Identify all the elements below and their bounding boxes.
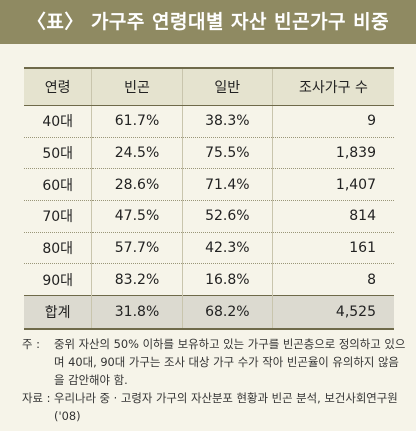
header-general: 일반: [181, 67, 273, 106]
cell-count: 1,407: [271, 168, 394, 202]
cell-age: 60대: [24, 168, 92, 202]
total-label: 합계: [24, 295, 92, 331]
cell-general: 75.5%: [181, 137, 273, 170]
header-poor: 빈곤: [91, 67, 183, 106]
cell-poor: 47.5%: [91, 200, 183, 233]
note: 주 : 중위 자산의 50% 이하를 보유하고 있는 가구를 빈곤층으로 정의하…: [22, 335, 406, 389]
header-count: 조사가구 수: [271, 67, 394, 106]
note-prefix: 주 :: [22, 337, 40, 351]
cell-poor: 24.5%: [91, 137, 183, 170]
cell-general: 71.4%: [181, 168, 273, 202]
cell-age: 90대: [24, 263, 92, 297]
cell-poor: 83.2%: [91, 263, 183, 297]
note-text: 중위 자산의 50% 이하를 보유하고 있는 가구를 빈곤층으로 정의하고 있으…: [54, 337, 406, 387]
poverty-table: 연령 빈곤 일반 조사가구 수 40대 61.7% 38.3% 9 50대 24…: [24, 67, 394, 331]
table-row: 80대 57.7% 42.3% 161: [24, 232, 394, 265]
cell-age: 50대: [24, 137, 92, 170]
table-title: 〈표〉 가구주 연령대별 자산 빈곤가구 비중: [26, 11, 390, 33]
cell-poor: 28.6%: [91, 168, 183, 202]
title-bar: 〈표〉 가구주 연령대별 자산 빈곤가구 비중: [0, 0, 416, 44]
cell-count: 1,839: [271, 137, 394, 170]
footnotes: 주 : 중위 자산의 50% 이하를 보유하고 있는 가구를 빈곤층으로 정의하…: [22, 335, 406, 425]
table-row: 40대 61.7% 38.3% 9: [24, 105, 394, 138]
table-row: 50대 24.5% 75.5% 1,839: [24, 137, 394, 170]
cell-general: 42.3%: [181, 232, 273, 265]
total-general: 68.2%: [181, 295, 273, 331]
table-header-row: 연령 빈곤 일반 조사가구 수: [24, 67, 394, 106]
header-age: 연령: [24, 67, 92, 106]
cell-age: 80대: [24, 232, 92, 265]
cell-count: 8: [271, 263, 394, 297]
cell-age: 70대: [24, 200, 92, 233]
cell-general: 38.3%: [181, 105, 273, 138]
cell-count: 9: [271, 105, 394, 138]
source-prefix: 자료 :: [22, 391, 51, 405]
cell-age: 40대: [24, 105, 92, 138]
source: 자료 : 우리나라 중 · 고령자 가구의 자산분포 현황과 빈곤 분석, 보건…: [22, 389, 406, 425]
total-poor: 31.8%: [91, 295, 183, 331]
cell-general: 16.8%: [181, 263, 273, 297]
table-total-row: 합계 31.8% 68.2% 4,525: [24, 295, 394, 331]
table-row: 90대 83.2% 16.8% 8: [24, 263, 394, 297]
cell-poor: 57.7%: [91, 232, 183, 265]
source-text: 우리나라 중 · 고령자 가구의 자산분포 현황과 빈곤 분석, 보건사회연구원…: [54, 391, 398, 423]
table-row: 60대 28.6% 71.4% 1,407: [24, 168, 394, 202]
cell-poor: 61.7%: [91, 105, 183, 138]
cell-general: 52.6%: [181, 200, 273, 233]
cell-count: 814: [271, 200, 394, 233]
total-count: 4,525: [271, 295, 394, 331]
cell-count: 161: [271, 232, 394, 265]
table-row: 70대 47.5% 52.6% 814: [24, 200, 394, 233]
